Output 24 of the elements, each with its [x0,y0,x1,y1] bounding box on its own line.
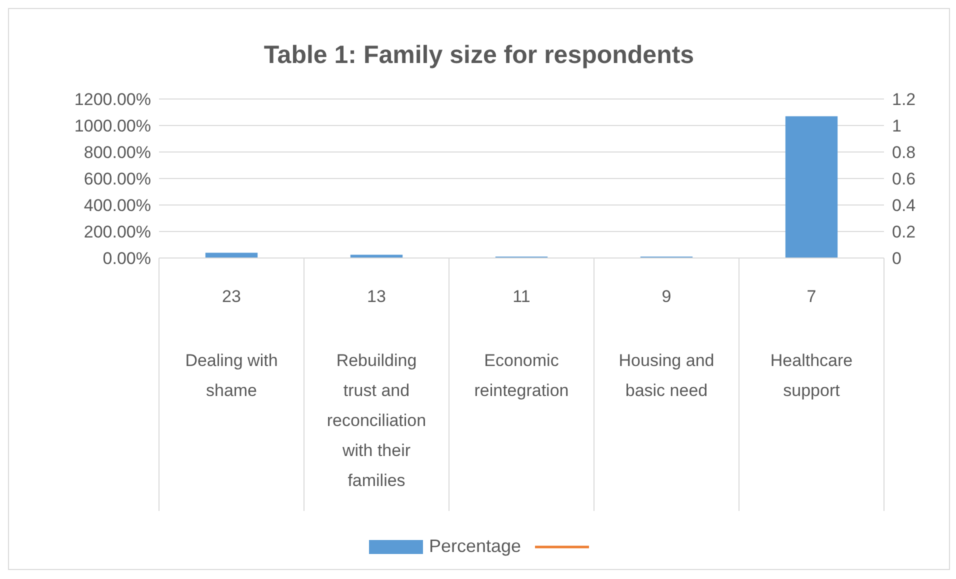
y2-tick-label: 0.4 [892,196,916,216]
chart-title: Table 1: Family size for respondents [262,41,696,70]
category-label: 23 Dealing with shame [185,287,278,400]
category-label: 9 Housing and basic need [618,287,714,400]
y2-tick-label: 0.6 [892,170,916,189]
y2-tick-label: 1.2 [892,90,916,110]
y2-tick-label: 1 [892,116,902,136]
y2-tick-label: 0 [892,249,902,268]
y-tick-label: 600.00% [84,170,151,189]
category-label: 11 Economic reintegration [474,287,569,400]
y-tick-label: 0.00% [102,249,151,268]
y-tick-label: 200.00% [84,222,151,242]
y-tick-label: 1000.00% [74,116,151,136]
legend-label: Percentage [428,536,522,557]
y-tick-label: 400.00% [84,196,151,216]
y-tick-label: 800.00% [84,143,151,162]
y2-tick-label: 0.2 [892,222,916,242]
bar [785,116,838,258]
y-tick-label: 1200.00% [74,90,151,110]
y2-tick-label: 0.8 [892,143,916,162]
bar [350,254,403,258]
bar [205,252,258,258]
category-label: 7 Healthcare support [770,287,853,400]
category-label: 13 Rebuilding trust and reconciliation with their families [326,287,426,490]
